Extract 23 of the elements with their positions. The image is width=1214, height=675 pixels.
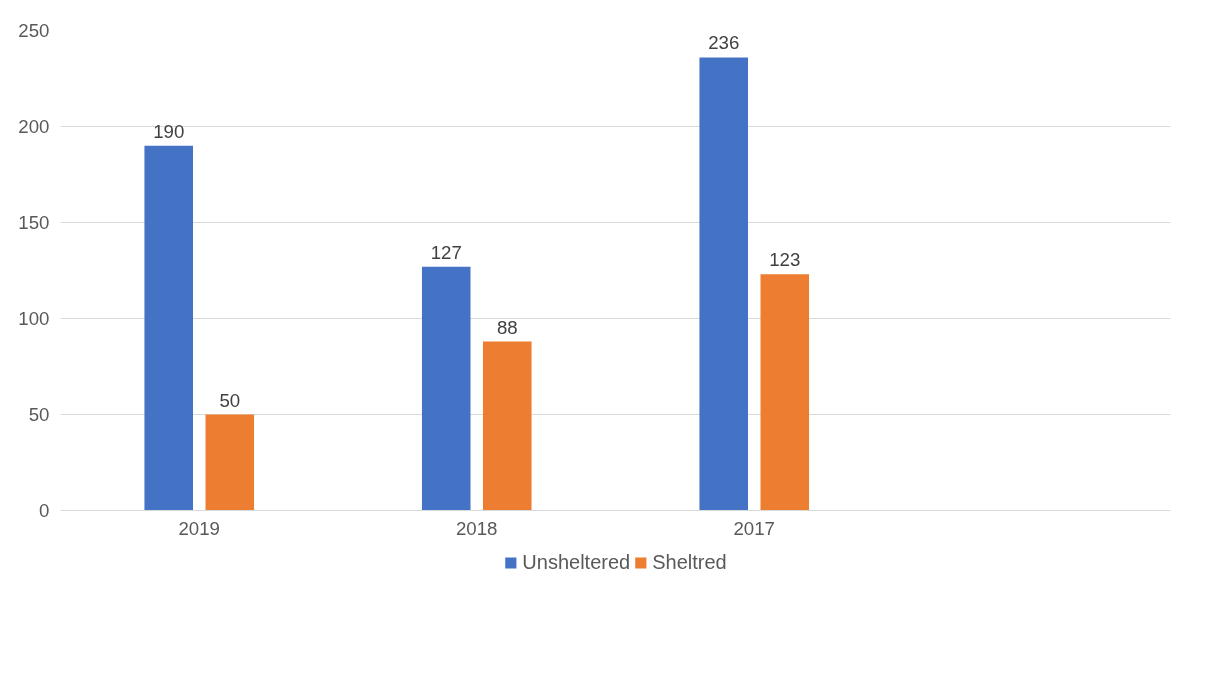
bar [421, 266, 471, 511]
y-tick-label: 250 [18, 20, 50, 41]
data-label: 236 [708, 32, 740, 54]
x-tick-label: 2019 [178, 517, 221, 539]
data-label: 50 [219, 389, 241, 411]
bar [699, 57, 749, 511]
data-label: 190 [153, 120, 185, 142]
bar [760, 274, 810, 511]
x-tick-label: 2018 [456, 517, 498, 539]
y-tick-label: 100 [18, 308, 50, 329]
data-label: 88 [496, 316, 518, 338]
y-tick-label: 200 [18, 116, 50, 137]
y-tick-label: 50 [28, 404, 50, 425]
bar [205, 414, 255, 511]
x-tick-label: 2017 [733, 517, 776, 539]
y-tick-label: 150 [18, 212, 50, 233]
y-tick-label: 0 [39, 500, 50, 521]
bar [144, 145, 194, 511]
bar [482, 341, 532, 511]
legend-label: Sheltred [652, 550, 727, 574]
data-label: 123 [769, 249, 801, 271]
data-label: 127 [430, 241, 462, 263]
legend-label: Unsheltered [522, 550, 631, 574]
